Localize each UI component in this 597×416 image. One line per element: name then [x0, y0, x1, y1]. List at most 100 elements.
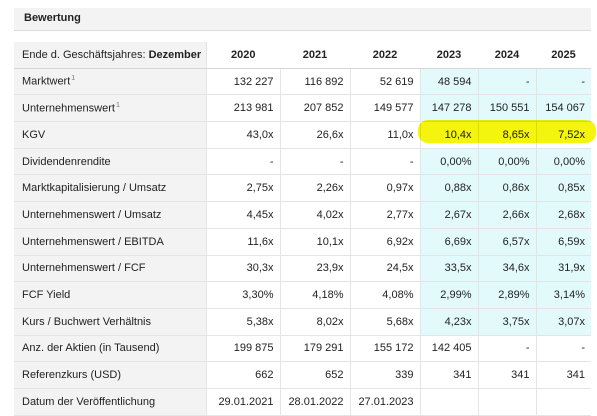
value-cell: 5,68x	[350, 308, 421, 336]
value-cell: -	[350, 148, 421, 176]
year-header: 2023	[420, 42, 478, 69]
table-row: Datum der Veröffentlichung 29.01.2021 28.0…	[14, 388, 591, 416]
value-cell	[478, 388, 537, 416]
row-label: Referenzkurs (USD)	[14, 361, 207, 389]
value-cell: 4,23x	[420, 308, 479, 336]
value-cell: 52 619	[350, 68, 421, 96]
value-cell: 23,9x	[280, 255, 351, 283]
row-label-text: Datum der Veröffentlichung	[22, 395, 156, 408]
fiscal-year-prefix: Ende d. Geschäftsjahres:	[22, 48, 146, 61]
value-cell: 0,00%	[478, 148, 537, 176]
value-cell: 6,59x	[536, 228, 591, 256]
value-cell: 199 875	[206, 335, 281, 363]
row-label: KGV	[14, 121, 207, 149]
value-cell: 27.01.2023	[350, 388, 421, 416]
value-cell: 3,75x	[478, 308, 537, 336]
value-cell: 652	[280, 361, 351, 389]
row-label-text: FCF Yield	[22, 289, 71, 302]
table-row: Unternehmenswert / EBITDA 11,6x 10,1x 6,92x…	[14, 228, 591, 256]
value-cell: 43,0x	[206, 121, 281, 149]
value-cell: 0,86x	[478, 174, 537, 203]
value-cell: 0,97x	[350, 174, 421, 203]
value-cell: 24,5x	[350, 255, 421, 283]
valuation-table: Ende d. Geschäftsjahres: Dezember 2020 2…	[14, 42, 591, 416]
value-cell: 2,75x	[206, 174, 281, 203]
value-cell: 2,67x	[420, 201, 479, 229]
section-title: Bewertung	[24, 12, 81, 24]
value-cell: 3,30%	[206, 281, 281, 309]
value-cell: 3,07x	[536, 308, 591, 336]
value-cell: 2,66x	[478, 201, 537, 229]
row-label: Marktkapitalisierung / Umsatz	[14, 174, 207, 203]
value-cell: 6,69x	[420, 228, 479, 256]
row-label-text: Marktkapitalisierung / Umsatz	[22, 182, 167, 195]
value-cell: -	[280, 148, 351, 176]
value-cell: 28.01.2022	[280, 388, 351, 416]
row-label-text: KGV	[22, 128, 46, 141]
value-cell: 341	[478, 361, 537, 389]
row-label-text: Anz. der Aktien (in Tausend)	[22, 342, 160, 355]
value-cell: 116 892	[280, 68, 351, 96]
row-label-text: Dividendenrendite	[22, 155, 111, 168]
row-label: Anz. der Aktien (in Tausend)	[14, 335, 207, 363]
row-label-text: Unternehmenswert / FCF	[22, 262, 146, 275]
footnote-marker: 1	[115, 101, 120, 109]
value-cell: 0,00%	[420, 148, 479, 176]
value-cell: 2,89%	[478, 281, 537, 309]
fiscal-year-label: Ende d. Geschäftsjahres: Dezember	[14, 42, 207, 69]
row-label-text: Unternehmenswert	[22, 102, 115, 115]
row-label-text: Unternehmenswert / Umsatz	[22, 208, 162, 221]
value-cell: 5,38x	[206, 308, 281, 336]
value-cell: 155 172	[350, 335, 421, 363]
value-cell: 4,08%	[350, 281, 421, 309]
table-row: Referenzkurs (USD) 662 652 339 341 341 341	[14, 361, 591, 389]
value-cell: 8,02x	[280, 308, 351, 336]
table-row: Unternehmenswert / FCF 30,3x 23,9x 24,5x 33,…	[14, 255, 591, 283]
value-cell: 11,0x	[350, 121, 421, 149]
value-cell: 132 227	[206, 68, 281, 96]
value-cell: -	[478, 68, 537, 96]
value-cell: 207 852	[280, 94, 351, 123]
value-cell: 0,00%	[536, 148, 591, 176]
value-cell: 142 405	[420, 335, 479, 363]
value-cell	[536, 388, 591, 416]
value-cell: -	[536, 335, 591, 363]
value-cell: 2,77x	[350, 201, 421, 229]
row-label: FCF Yield	[14, 281, 207, 309]
value-cell: 662	[206, 361, 281, 389]
year-header: 2020	[206, 42, 280, 69]
table-row: Unternehmenswert / Umsatz 4,45x 4,02x 2,77x…	[14, 201, 591, 229]
row-label-text: Unternehmenswert / EBITDA	[22, 235, 164, 248]
value-cell: 341	[536, 361, 591, 389]
table-row: FCF Yield 3,30% 4,18% 4,08% 2,99% 2,89% 3,14%	[14, 281, 591, 309]
value-cell: 31,9x	[536, 255, 591, 283]
row-label: Unternehmenswert1	[14, 94, 207, 123]
value-cell: -	[478, 335, 537, 363]
fiscal-year-month: Dezember	[148, 48, 202, 61]
value-cell: 213 981	[206, 94, 281, 123]
footnote-marker: 1	[71, 75, 76, 83]
value-cell: 4,45x	[206, 201, 281, 229]
row-label: Unternehmenswert / EBITDA	[14, 228, 207, 256]
value-cell: 11,6x	[206, 228, 281, 256]
value-cell: 3,14%	[536, 281, 591, 309]
year-header: 2022	[350, 42, 420, 69]
table-row: Dividendenrendite - - -0,00% 0,00% 0,00%	[14, 148, 591, 176]
value-cell: -	[206, 148, 281, 176]
year-header: 2024	[478, 42, 536, 69]
row-label-text: Referenzkurs (USD)	[22, 369, 122, 382]
value-cell: 26,6x	[280, 121, 351, 149]
section-header: Bewertung	[14, 8, 591, 31]
value-cell: 150 551	[478, 94, 537, 123]
value-cell	[420, 388, 479, 416]
value-cell: 339	[350, 361, 421, 389]
value-cell: 6,57x	[478, 228, 537, 256]
year-header: 2025	[536, 42, 591, 69]
value-cell: 0,88x	[420, 174, 479, 203]
row-label: Kurs / Buchwert Verhältnis	[14, 308, 207, 336]
value-cell: 2,26x	[280, 174, 351, 203]
row-label: Unternehmenswert / Umsatz	[14, 201, 207, 229]
value-cell: 179 291	[280, 335, 351, 363]
value-cell: 2,68x	[536, 201, 591, 229]
value-cell: 154 067	[536, 94, 591, 123]
